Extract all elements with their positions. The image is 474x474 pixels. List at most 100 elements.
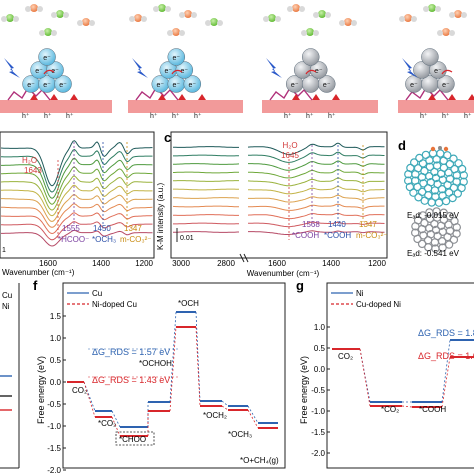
panel-e-partial: Cu Ni: [0, 283, 20, 469]
lattice-atom: [411, 228, 420, 237]
molecule-atom: [411, 16, 417, 22]
water-label-b: H₂O: [22, 156, 37, 165]
panel-label-f: f: [33, 278, 38, 293]
ni-doped-cu-path-connector: [169, 326, 177, 412]
nanoparticle-sphere: [301, 48, 320, 66]
triangle-mark: [292, 94, 300, 100]
spectrum-line: [172, 214, 239, 216]
lattice-atom: [436, 149, 445, 158]
lattice-atom: [420, 196, 429, 205]
lattice-atom: [449, 235, 459, 244]
lattice-atom: [406, 163, 415, 173]
lattice-atom: [417, 239, 427, 249]
molecule-atom: [299, 6, 305, 12]
panel-f-pathway: [67, 311, 278, 437]
panel-c-ylabel: K-M intensity (a.u.): [156, 183, 165, 250]
panel-g-free-energy: g Free energy (eV) 1.0 0.5 0.0 -0.5 -1.0 -1.5…: [296, 278, 474, 469]
substrate-bar: [128, 100, 243, 113]
nanoparticle-sphere: [421, 48, 439, 66]
species-f-8: *O+CH₄(g): [240, 456, 279, 465]
triangle-mark: [158, 94, 166, 100]
molecule-atom: [428, 4, 436, 12]
schematic-group: e⁻ e⁻e⁻h⁺ h⁺ h⁺: [398, 4, 474, 120]
molecule-atom: [313, 30, 319, 36]
legend-f-label-2: Ni-doped Cu: [92, 300, 137, 309]
peak-value-b-1: 1555: [62, 224, 80, 233]
y-tick-label: 1.5: [50, 312, 62, 321]
molecule-atom: [263, 16, 269, 22]
cu-cluster-model: [404, 146, 468, 207]
triangle-mark: [198, 94, 206, 100]
spectrum-line: [173, 188, 240, 191]
spectrum-line: [0, 166, 153, 205]
molecule-atom: [217, 20, 223, 26]
electron-label: e⁻: [165, 68, 173, 75]
electron-label: e⁻: [173, 82, 181, 89]
electron-label: e⁻: [410, 82, 418, 89]
molecule-atom: [51, 30, 57, 36]
y-tick-label: 1.0: [50, 334, 62, 343]
cu-doped-ni-path-connector: [401, 405, 413, 408]
water-value-c: 1645: [281, 151, 299, 160]
nanoparticle-sphere: [437, 75, 455, 93]
spectrum-line: [247, 221, 385, 228]
eads-bottom: Eₐd: -0.541 eV: [407, 249, 460, 258]
molecule-atom: [77, 20, 83, 26]
molecule-atom: [301, 30, 307, 36]
panel-b-tick-2: 1400: [92, 259, 110, 268]
cluster-sphere: [38, 48, 56, 66]
lattice-atom: [445, 211, 455, 221]
electron-label: e⁻: [323, 82, 331, 89]
molecule-atom: [351, 20, 357, 26]
spectrum-line: [247, 212, 385, 220]
electron-label: e⁻: [43, 82, 51, 89]
spectrum-line: [173, 197, 240, 199]
y-tick-label: 1.0: [314, 323, 326, 332]
panel-c-spectra: [172, 142, 385, 235]
molecule-atom: [63, 12, 69, 18]
ni-doped-cu-path-connector: [247, 409, 259, 429]
ni-doped-cu-path-connector: [221, 405, 229, 411]
y-tick-label: -0.5: [47, 400, 61, 409]
panel-f-yticks: 1.5 1.0 0.5 0.0 -0.5 -1.0 -1.5 -2.0: [47, 312, 66, 474]
lattice-atom: [449, 154, 458, 163]
substrate-bar: [262, 100, 378, 113]
legend-g-label-2: Cu-doped Ni: [356, 300, 401, 309]
cluster-sphere: [167, 48, 186, 66]
molecule-atom: [30, 4, 38, 12]
molecule-atom: [442, 28, 450, 36]
cluster-sphere: [54, 75, 72, 93]
photocatalysis-schematic: e⁻ e⁻ e⁻e⁻ e⁻e⁻h⁺ h⁺ h⁺e⁻ e⁻ e⁻e⁻ e⁻e⁻h⁺ h⁺ h⁺e⁻ e⁻…: [0, 4, 474, 120]
hole-label: h⁺: [194, 112, 202, 120]
molecule-atom: [461, 12, 467, 18]
water-value-b: 1643: [24, 166, 42, 175]
legend-g-label-1: Ni: [356, 289, 364, 298]
spectrum-line: [172, 205, 239, 208]
reaction-arrow: [43, 69, 55, 75]
lattice-atom: [421, 150, 431, 160]
light-icon: [4, 58, 20, 78]
spectrum-line: [173, 231, 239, 233]
molecule-atom: [184, 10, 192, 18]
molecule-atom: [449, 30, 455, 36]
panel-b-tick-3: 1200: [135, 259, 153, 268]
electron-label: e⁻: [51, 68, 59, 75]
molecule-atom: [165, 6, 171, 12]
peak-label-c-2: *COOH: [324, 231, 351, 240]
peak-label-c-1: *COOH: [292, 231, 319, 240]
molecule-atom: [1, 16, 7, 22]
molecule-atom: [37, 6, 43, 12]
reaction-arrow: [171, 69, 183, 75]
water-label-c: H₂O: [282, 141, 297, 150]
lattice-atom: [457, 183, 466, 193]
spectrum-line: [247, 177, 385, 187]
panel-c-tick-2: 2800: [217, 259, 235, 268]
hole-label: h⁺: [420, 112, 428, 120]
panel-d-adsorption: d Eₐd: -0.015 eV Eₐd: -0.541 eV: [398, 138, 468, 258]
adsorbate-atom: [438, 146, 442, 150]
molecule-atom: [153, 6, 159, 12]
molecule-atom: [292, 4, 300, 12]
lattice-atom: [404, 176, 413, 185]
peak-label-b-3: m-CO₃²⁻: [120, 235, 151, 244]
